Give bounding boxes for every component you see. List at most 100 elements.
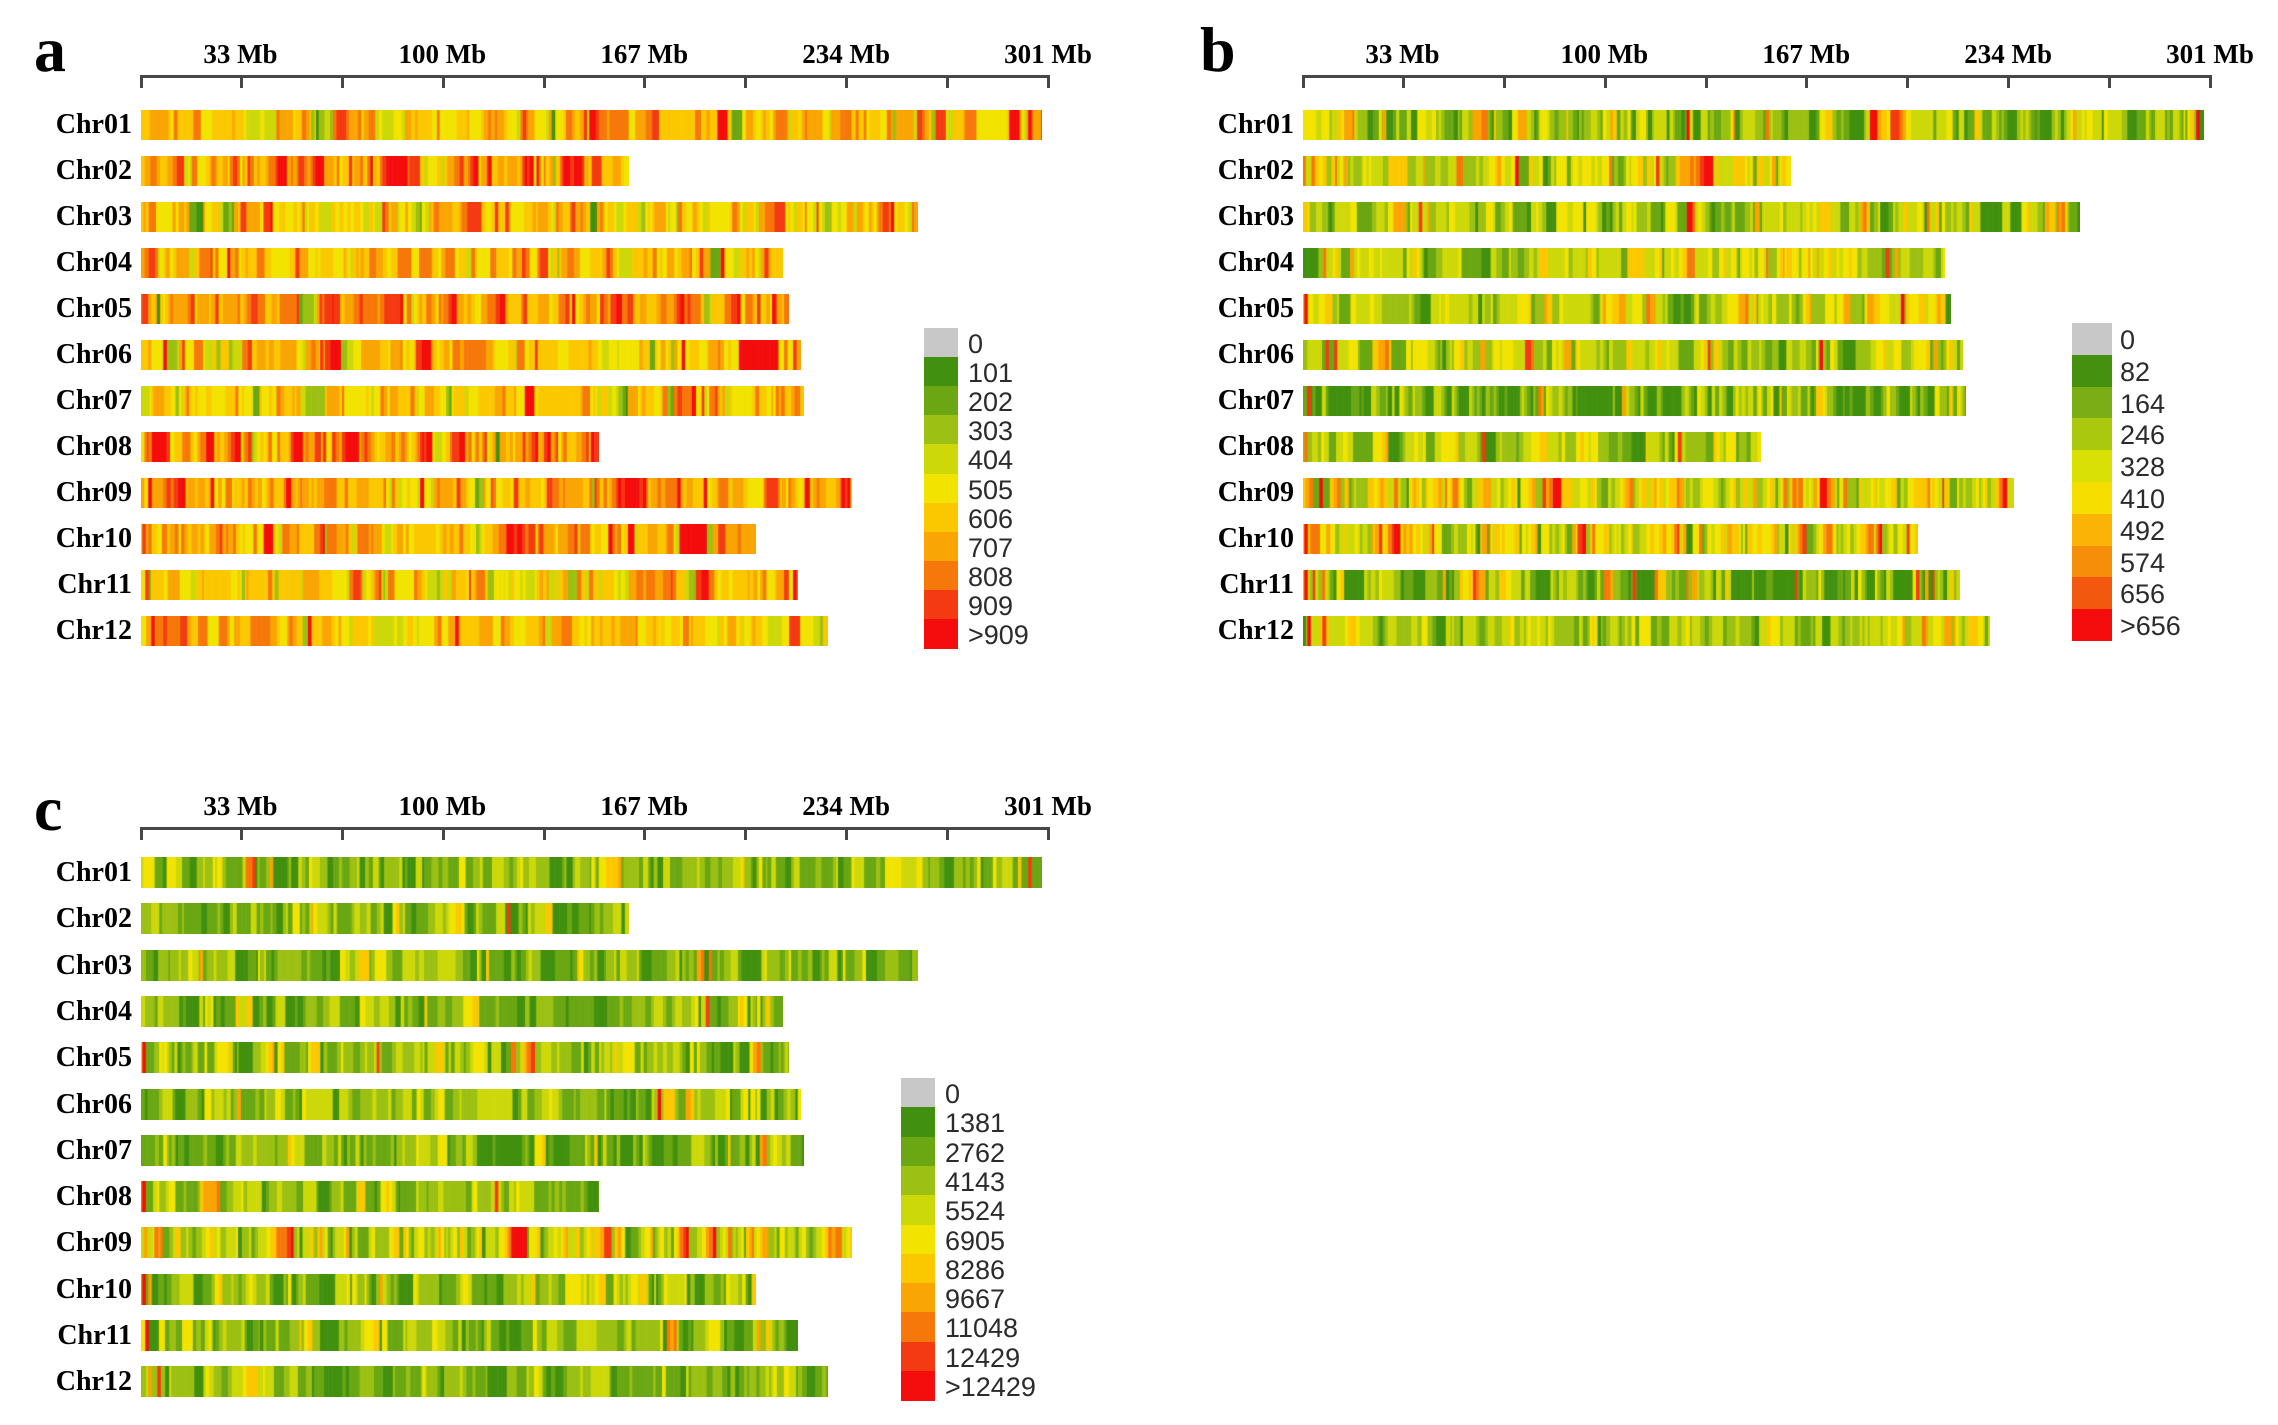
chromosome-heatmap-bar-chr01 bbox=[141, 110, 1042, 140]
axis-ruler bbox=[139, 75, 1050, 78]
chromosome-heatmap-bar-chr08 bbox=[1303, 432, 1761, 462]
chromosome-heatmap-bar-chr09 bbox=[141, 478, 852, 508]
axis-tick bbox=[1906, 77, 1910, 88]
chromosome-heatmap-bar-chr07 bbox=[1303, 386, 1966, 416]
axis-tick bbox=[643, 77, 647, 88]
chromosome-heatmap-bar-chr12 bbox=[141, 1366, 828, 1398]
chromosome-label: Chr01 bbox=[55, 109, 132, 140]
legend-label: 246 bbox=[2120, 420, 2166, 451]
chromosome-heatmap-bar-chr05 bbox=[1303, 294, 1951, 324]
axis-tick bbox=[1301, 77, 1305, 88]
axis-tick bbox=[1503, 77, 1507, 88]
legend-label: 505 bbox=[968, 474, 1014, 505]
chromosome-label: Chr05 bbox=[55, 293, 132, 324]
legend-label: 328 bbox=[2120, 452, 2166, 483]
axis-tick bbox=[2006, 77, 2010, 88]
chromosome-heatmap-bar-chr10 bbox=[1303, 524, 1918, 554]
axis-tick bbox=[2107, 77, 2111, 88]
chromosome-label: Chr03 bbox=[55, 949, 132, 981]
legend-label: 909 bbox=[968, 590, 1014, 621]
axis-ruler bbox=[139, 827, 1050, 830]
axis-tick-label: 33 Mb bbox=[203, 791, 278, 821]
legend-label: 303 bbox=[968, 416, 1014, 447]
chromosome-heatmap-bar-chr09 bbox=[1303, 478, 2014, 508]
legend-swatch bbox=[924, 415, 958, 445]
chromosome-label: Chr10 bbox=[55, 1273, 132, 1305]
chromosome-label: Chr01 bbox=[55, 857, 132, 888]
legend-swatch bbox=[2072, 482, 2112, 515]
legend-label: 0 bbox=[2120, 325, 2136, 355]
legend-label: 5524 bbox=[945, 1196, 1006, 1227]
chromosome-heatmap-bar-chr07 bbox=[141, 1134, 804, 1166]
legend-swatch bbox=[901, 1078, 935, 1108]
chromosome-label: Chr08 bbox=[55, 1181, 132, 1213]
chromosome-heatmap-bar-chr08 bbox=[141, 1181, 599, 1213]
chromosome-label: Chr08 bbox=[55, 431, 132, 462]
axis-tick-label: 234 Mb bbox=[802, 39, 890, 69]
legend-label: >909 bbox=[968, 620, 1029, 650]
legend-label: 101 bbox=[968, 358, 1014, 389]
axis-tick-label: 234 Mb bbox=[1964, 39, 2052, 69]
legend-label: 0 bbox=[968, 329, 984, 359]
legend-swatch bbox=[924, 444, 958, 474]
chromosome-heatmap-bar-chr12 bbox=[141, 616, 828, 646]
chromosome-label: Chr01 bbox=[1217, 109, 1294, 140]
chromosome-heatmap-bar-chr09 bbox=[141, 1227, 852, 1259]
panel-letter-c: c bbox=[34, 773, 63, 844]
chromosome-label: Chr10 bbox=[1217, 523, 1294, 554]
axis-tick bbox=[441, 77, 445, 88]
axis-tick bbox=[744, 77, 748, 88]
chromosome-heatmap-bar-chr11 bbox=[141, 1320, 798, 1351]
chromosome-label: Chr03 bbox=[1217, 201, 1294, 232]
legend-swatch bbox=[901, 1136, 935, 1167]
chromosome-label: Chr02 bbox=[1217, 155, 1294, 186]
chromosome-heatmap-bar-chr03 bbox=[1303, 202, 2080, 232]
panel-letter-a: a bbox=[34, 14, 66, 85]
legend-swatch bbox=[901, 1195, 935, 1225]
chromosome-heatmap-bar-chr11 bbox=[1303, 570, 1960, 600]
legend-swatch bbox=[901, 1341, 935, 1372]
legend-swatch bbox=[924, 531, 958, 562]
chromosome-heatmap-bar-chr03 bbox=[141, 949, 918, 981]
legend-swatch bbox=[924, 357, 958, 387]
legend-swatch bbox=[901, 1224, 935, 1255]
axis-tick-label: 100 Mb bbox=[398, 39, 487, 69]
legend-swatch bbox=[901, 1283, 935, 1313]
axis-tick bbox=[542, 77, 546, 88]
chromosome-label: Chr09 bbox=[55, 1227, 132, 1259]
legend-label: 8286 bbox=[945, 1254, 1006, 1285]
axis-tick bbox=[341, 77, 345, 88]
chromosome-heatmap-bar-chr12 bbox=[1303, 616, 1990, 646]
axis-tick bbox=[1046, 77, 1050, 88]
axis-tick bbox=[542, 829, 546, 840]
legend-swatch bbox=[2072, 577, 2112, 610]
chromosome-heatmap-bar-chr06 bbox=[1303, 340, 1963, 370]
chromosome-heatmap-bar-chr02 bbox=[141, 156, 629, 186]
legend-swatch bbox=[924, 589, 958, 620]
axis-tick bbox=[139, 829, 143, 840]
chromosome-heatmap-bar-chr04 bbox=[141, 995, 783, 1027]
chromosome-heatmap-bar-chr04 bbox=[141, 248, 783, 278]
legend-label: 4143 bbox=[945, 1166, 1006, 1197]
chromosome-heatmap-bar-chr10 bbox=[141, 1273, 756, 1305]
chromosome-heatmap-bar-chr01 bbox=[141, 857, 1042, 888]
legend-swatch bbox=[2072, 513, 2112, 547]
legend-swatch bbox=[924, 328, 958, 358]
legend-label: 164 bbox=[2120, 388, 2166, 419]
legend-label: 1381 bbox=[945, 1108, 1006, 1139]
axis-tick bbox=[441, 829, 445, 840]
chromosome-label: Chr09 bbox=[1217, 477, 1294, 508]
legend-label: 202 bbox=[968, 387, 1014, 418]
chromosome-label: Chr06 bbox=[1217, 339, 1294, 370]
axis-tick-label: 33 Mb bbox=[203, 39, 278, 69]
chromosome-heatmap-bar-chr02 bbox=[141, 903, 629, 935]
legend-swatch bbox=[901, 1371, 935, 1401]
chromosome-label: Chr07 bbox=[55, 385, 132, 416]
legend-swatch bbox=[901, 1312, 935, 1343]
legend-swatch bbox=[2072, 545, 2112, 578]
legend-swatch bbox=[901, 1165, 935, 1196]
